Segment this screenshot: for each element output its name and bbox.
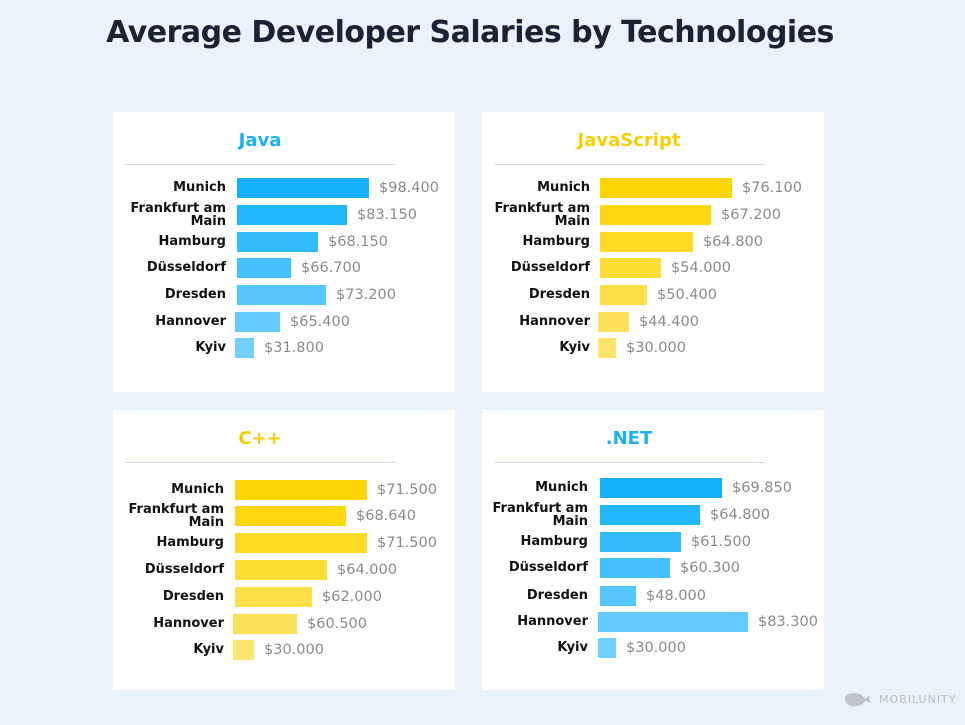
bar: [235, 533, 367, 553]
chart-panel: JavaScript: [482, 112, 824, 392]
category-label: Hannover: [153, 616, 224, 631]
data-label: $98.400: [379, 180, 439, 196]
bar: [237, 258, 291, 278]
category-label: Düsseldorf: [508, 560, 588, 575]
category-label: Munich: [171, 482, 224, 497]
bar: [598, 338, 616, 358]
bar: [600, 178, 732, 198]
bar: [237, 285, 326, 305]
logo-text: MOBILUNITY: [879, 692, 957, 706]
data-label: $64.800: [710, 507, 770, 523]
bar: [233, 640, 254, 660]
data-label: $31.800: [264, 340, 324, 356]
bar: [233, 614, 297, 634]
category-label: Dresden: [162, 589, 224, 604]
data-label: $71.500: [377, 535, 437, 551]
data-label: $64.000: [337, 562, 397, 578]
title-divider: [125, 462, 396, 463]
category-label: Munich: [535, 480, 588, 495]
category-label: Hannover: [519, 314, 590, 329]
data-label: $30.000: [264, 642, 324, 658]
logo: MOBILUNITY: [843, 690, 956, 708]
bar: [237, 178, 369, 198]
bar: [600, 558, 670, 578]
data-label: $62.000: [322, 589, 382, 605]
chart-title: .NET: [605, 428, 653, 449]
data-label: $68.640: [356, 508, 416, 524]
bar: [235, 338, 254, 358]
title-divider: [494, 462, 765, 463]
bar: [598, 638, 616, 658]
data-label: $60.300: [680, 560, 740, 576]
data-label: $69.850: [732, 480, 792, 496]
page-title: Average Developer Salaries by Technologi…: [106, 15, 834, 50]
data-label: $54.000: [671, 260, 731, 276]
chart-title: Java: [238, 130, 282, 151]
data-label: $64.800: [703, 234, 763, 250]
chart-title: JavaScript: [577, 130, 681, 151]
category-label: Kyiv: [559, 340, 590, 355]
category-label: Frankfurt am Main: [492, 501, 588, 529]
data-label: $66.700: [301, 260, 361, 276]
bar: [235, 480, 367, 500]
bar: [237, 232, 318, 252]
data-label: $73.200: [336, 287, 396, 303]
category-label: Düsseldorf: [510, 260, 590, 275]
bar: [235, 312, 280, 332]
data-label: $68.150: [328, 234, 388, 250]
chart-title: C++: [238, 428, 282, 449]
bar: [600, 285, 647, 305]
data-label: $30.000: [626, 340, 686, 356]
bar: [235, 560, 327, 580]
category-label: Frankfurt am Main: [128, 502, 224, 530]
data-label: $61.500: [691, 534, 751, 550]
category-label: Frankfurt am Main: [130, 201, 226, 229]
data-label: $44.400: [639, 314, 699, 330]
category-label: Dresden: [528, 287, 590, 302]
bar: [600, 505, 700, 525]
category-label: Hannover: [517, 614, 588, 629]
bar: [235, 506, 346, 526]
bar: [600, 232, 693, 252]
title-divider: [494, 164, 765, 165]
category-label: Hamburg: [520, 534, 588, 549]
category-label: Hannover: [155, 314, 226, 329]
data-label: $65.400: [290, 314, 350, 330]
bar: [598, 312, 629, 332]
title-divider: [125, 164, 396, 165]
bar: [237, 205, 347, 225]
bar: [600, 532, 681, 552]
data-label: $50.400: [657, 287, 717, 303]
bar: [598, 612, 748, 632]
bar: [600, 478, 722, 498]
chart-panel: Java: [113, 112, 455, 392]
data-label: $60.500: [307, 616, 367, 632]
data-label: $76.100: [742, 180, 802, 196]
data-label: $30.000: [626, 640, 686, 656]
category-label: Kyiv: [557, 640, 588, 655]
data-label: $71.500: [377, 482, 437, 498]
data-label: $83.300: [758, 614, 818, 630]
whale-icon: [845, 693, 872, 707]
category-label: Hamburg: [522, 234, 590, 249]
bar: [600, 258, 661, 278]
data-label: $67.200: [721, 207, 781, 223]
category-label: Düsseldorf: [146, 260, 226, 275]
category-label: Kyiv: [193, 642, 224, 657]
category-label: Hamburg: [156, 535, 224, 550]
category-label: Dresden: [526, 588, 588, 603]
category-label: Munich: [173, 180, 226, 195]
category-label: Frankfurt am Main: [494, 201, 590, 229]
category-label: Kyiv: [195, 340, 226, 355]
data-label: $83.150: [357, 207, 417, 223]
bar: [600, 586, 636, 606]
bar: [235, 587, 312, 607]
category-label: Düsseldorf: [144, 562, 224, 577]
bar: [600, 205, 711, 225]
category-label: Hamburg: [158, 234, 226, 249]
category-label: Munich: [537, 180, 590, 195]
data-label: $48.000: [646, 588, 706, 604]
category-label: Dresden: [164, 287, 226, 302]
